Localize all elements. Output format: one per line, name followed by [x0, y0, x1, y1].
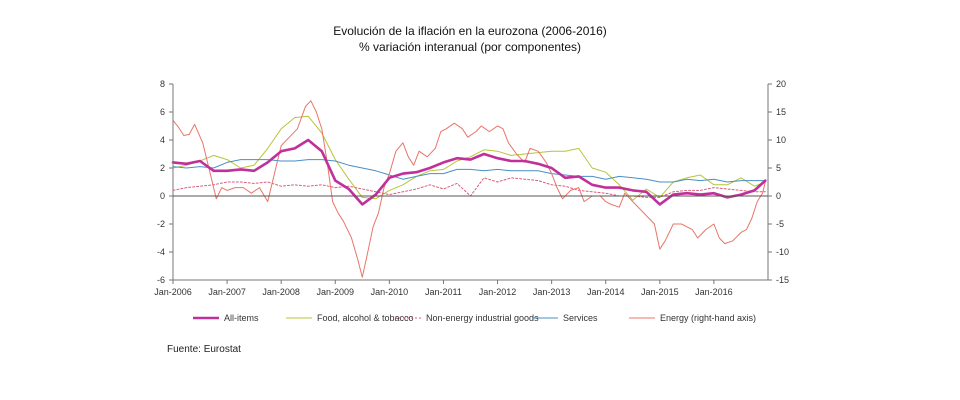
left-tick-label: 2: [160, 163, 165, 173]
chart-subtitle: % variación interanual (por componentes): [359, 40, 581, 54]
legend-label: Food, alcohol & tobacco: [317, 313, 414, 323]
legend-label: Non-energy industrial goods: [426, 313, 539, 323]
series-line-all-items: [171, 138, 767, 206]
x-tick-label: Jan-2016: [695, 287, 733, 297]
right-tick-label: 5: [776, 163, 781, 173]
left-tick-label: 4: [160, 135, 165, 145]
series-lines: [171, 100, 767, 278]
legend-label: Energy (right-hand axis): [660, 313, 756, 323]
x-tick-label: Jan-2006: [154, 287, 192, 297]
right-axis: -15 -10 -5 0 5 10 15 20: [768, 79, 789, 285]
right-tick-label: 20: [776, 79, 786, 89]
x-tick-label: Jan-2014: [587, 287, 625, 297]
x-tick-label: Jan-2015: [641, 287, 679, 297]
series-line-energy-right-hand-axis: [172, 100, 766, 278]
chart-title: Evolución de la iflación en la eurozona …: [333, 24, 607, 38]
x-tick-label: Jan-2010: [371, 287, 409, 297]
left-tick-label: 8: [160, 79, 165, 89]
legend-label: All-items: [224, 313, 259, 323]
left-tick-label: 0: [160, 191, 165, 201]
x-tick-label: Jan-2013: [533, 287, 571, 297]
x-tick-label: Jan-2009: [317, 287, 355, 297]
right-tick-label: -15: [776, 275, 789, 285]
legend-label: Services: [563, 313, 598, 323]
left-tick-label: -6: [157, 275, 165, 285]
source-note: Fuente: Eurostat: [167, 344, 241, 355]
x-tick-label: Jan-2012: [479, 287, 517, 297]
left-tick-label: -2: [157, 219, 165, 229]
x-axis: Jan-2006 Jan-2007 Jan-2008 Jan-2009 Jan-2010…: [154, 280, 733, 297]
right-tick-label: -10: [776, 247, 789, 257]
left-tick-label: 6: [160, 107, 165, 117]
x-tick-label: Jan-2007: [208, 287, 246, 297]
legend: All-items Food, alcohol & tobacco Non-ener…: [193, 313, 756, 323]
right-tick-label: 15: [776, 107, 786, 117]
right-tick-label: 0: [776, 191, 781, 201]
right-tick-label: 10: [776, 135, 786, 145]
left-tick-label: -4: [157, 247, 165, 257]
series-line-food-alcohol-tobacco: [172, 115, 766, 201]
left-axis: -6 -4 -2 0 2 4 6 8: [157, 79, 173, 285]
series-line-services: [172, 159, 766, 183]
right-tick-label: -5: [776, 219, 784, 229]
x-tick-label: Jan-2008: [262, 287, 300, 297]
x-tick-label: Jan-2011: [425, 287, 462, 297]
